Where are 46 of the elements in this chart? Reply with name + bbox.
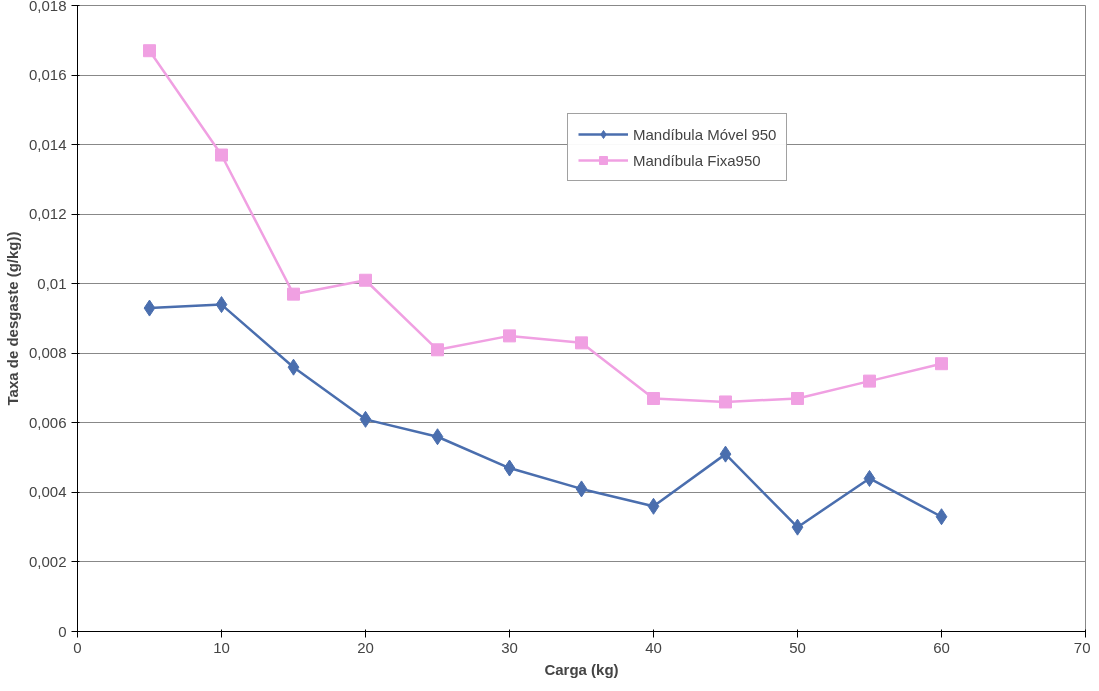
point xyxy=(359,410,372,428)
point xyxy=(863,374,876,388)
point xyxy=(359,273,372,287)
point xyxy=(215,148,228,162)
point xyxy=(935,357,948,371)
point xyxy=(215,296,228,314)
x-tick-label: 20 xyxy=(357,638,374,656)
y-tick-label: 0,016 xyxy=(28,66,67,84)
y-tick-label: 0,006 xyxy=(28,413,67,431)
y-tick-label: 0,012 xyxy=(28,205,67,223)
y-tick-label: 0,002 xyxy=(28,552,67,570)
y-axis-title: Taxa de desgaste (g/kg)) xyxy=(3,231,21,406)
point xyxy=(431,343,444,357)
point xyxy=(143,299,156,317)
point xyxy=(935,508,948,526)
x-tick-label: 0 xyxy=(73,638,82,656)
y-tick-label: 0,008 xyxy=(28,344,67,362)
y-tick-label: 0,01 xyxy=(37,274,67,292)
legend-label: Mandíbula Fixa950 xyxy=(633,151,761,169)
point xyxy=(647,497,660,515)
point xyxy=(719,395,732,409)
point xyxy=(431,428,444,446)
y-tick-label: 0,004 xyxy=(28,483,67,501)
point xyxy=(575,336,588,350)
point xyxy=(791,391,804,405)
x-tick-label: 40 xyxy=(645,638,662,656)
point xyxy=(287,358,300,376)
point xyxy=(503,329,516,343)
point xyxy=(503,459,516,477)
point xyxy=(287,287,300,301)
legend-label: Mandíbula Móvel 950 xyxy=(633,125,777,143)
x-tick-label: 50 xyxy=(789,638,806,656)
point xyxy=(863,469,876,487)
x-tick-label: 70 xyxy=(1073,638,1091,656)
point xyxy=(143,44,156,58)
x-axis-title: Carga (kg) xyxy=(544,660,619,678)
point xyxy=(647,391,660,405)
x-tick-label: 30 xyxy=(501,638,518,656)
point xyxy=(719,445,732,463)
y-tick-label: 0 xyxy=(58,622,67,640)
point xyxy=(575,480,588,498)
y-tick-label: 0,018 xyxy=(28,0,67,14)
x-tick-label: 60 xyxy=(933,638,950,656)
point xyxy=(791,518,804,536)
x-tick-label: 10 xyxy=(213,638,230,656)
y-tick-label: 0,014 xyxy=(28,135,67,153)
